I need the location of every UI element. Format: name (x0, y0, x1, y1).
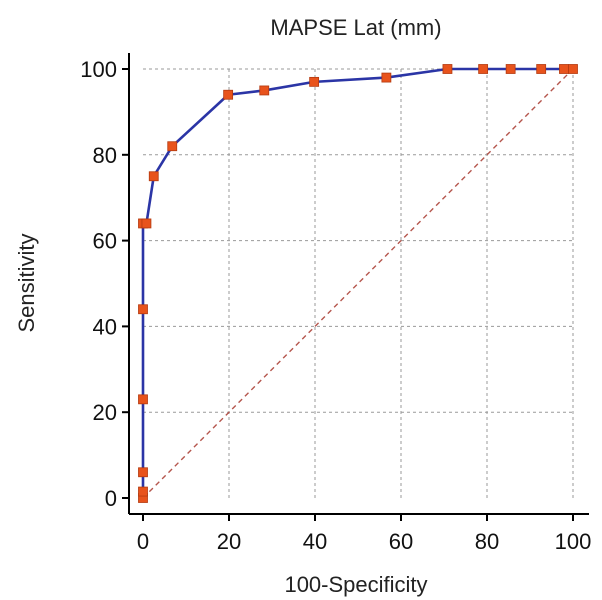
reference-diagonal-line (142, 68, 574, 499)
data-point (568, 64, 578, 74)
y-tick-label-0: 0 (105, 486, 117, 511)
y-tick-label-80: 80 (93, 143, 117, 168)
data-point (559, 64, 569, 74)
data-point (138, 467, 148, 478)
data-point (167, 141, 178, 152)
y-tick-label-20: 20 (93, 400, 117, 425)
x-tick-label-40: 40 (303, 529, 327, 554)
x-tick-label-20: 20 (217, 529, 241, 554)
data-point (309, 76, 320, 87)
y-tick-label-60: 60 (93, 229, 117, 254)
x-tick-label-0: 0 (137, 529, 149, 554)
x-tick-label-60: 60 (389, 529, 413, 554)
x-axis-label: 100-Specificity (284, 572, 427, 597)
data-markers (138, 64, 578, 503)
plot-lines (141, 67, 574, 499)
axes (128, 53, 589, 515)
data-point (505, 64, 516, 74)
data-point (138, 486, 148, 497)
data-point (259, 85, 270, 96)
data-point (536, 64, 547, 74)
x-tick-label-100: 100 (555, 529, 592, 554)
data-point (141, 218, 152, 229)
chart-title: MAPSE Lat (mm) (270, 15, 441, 40)
y-tick-label-100: 100 (80, 57, 117, 82)
data-point (478, 64, 489, 74)
data-point (381, 72, 392, 83)
data-point (138, 394, 148, 405)
data-point (442, 64, 453, 74)
y-axis-label: Sensitivity (14, 233, 39, 332)
ticks: 0 20 40 60 80 100 0 20 40 60 80 100 (80, 57, 591, 554)
data-point (148, 171, 159, 182)
y-tick-label-40: 40 (93, 314, 117, 339)
data-point (223, 89, 234, 100)
data-point (138, 304, 148, 315)
x-tick-label-80: 80 (475, 529, 499, 554)
